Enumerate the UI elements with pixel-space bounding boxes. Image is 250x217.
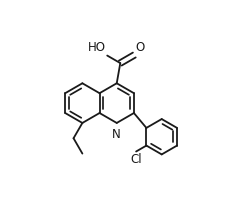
Text: HO: HO (88, 41, 106, 54)
Text: O: O (135, 41, 144, 54)
Text: N: N (112, 128, 121, 141)
Text: Cl: Cl (130, 153, 141, 166)
